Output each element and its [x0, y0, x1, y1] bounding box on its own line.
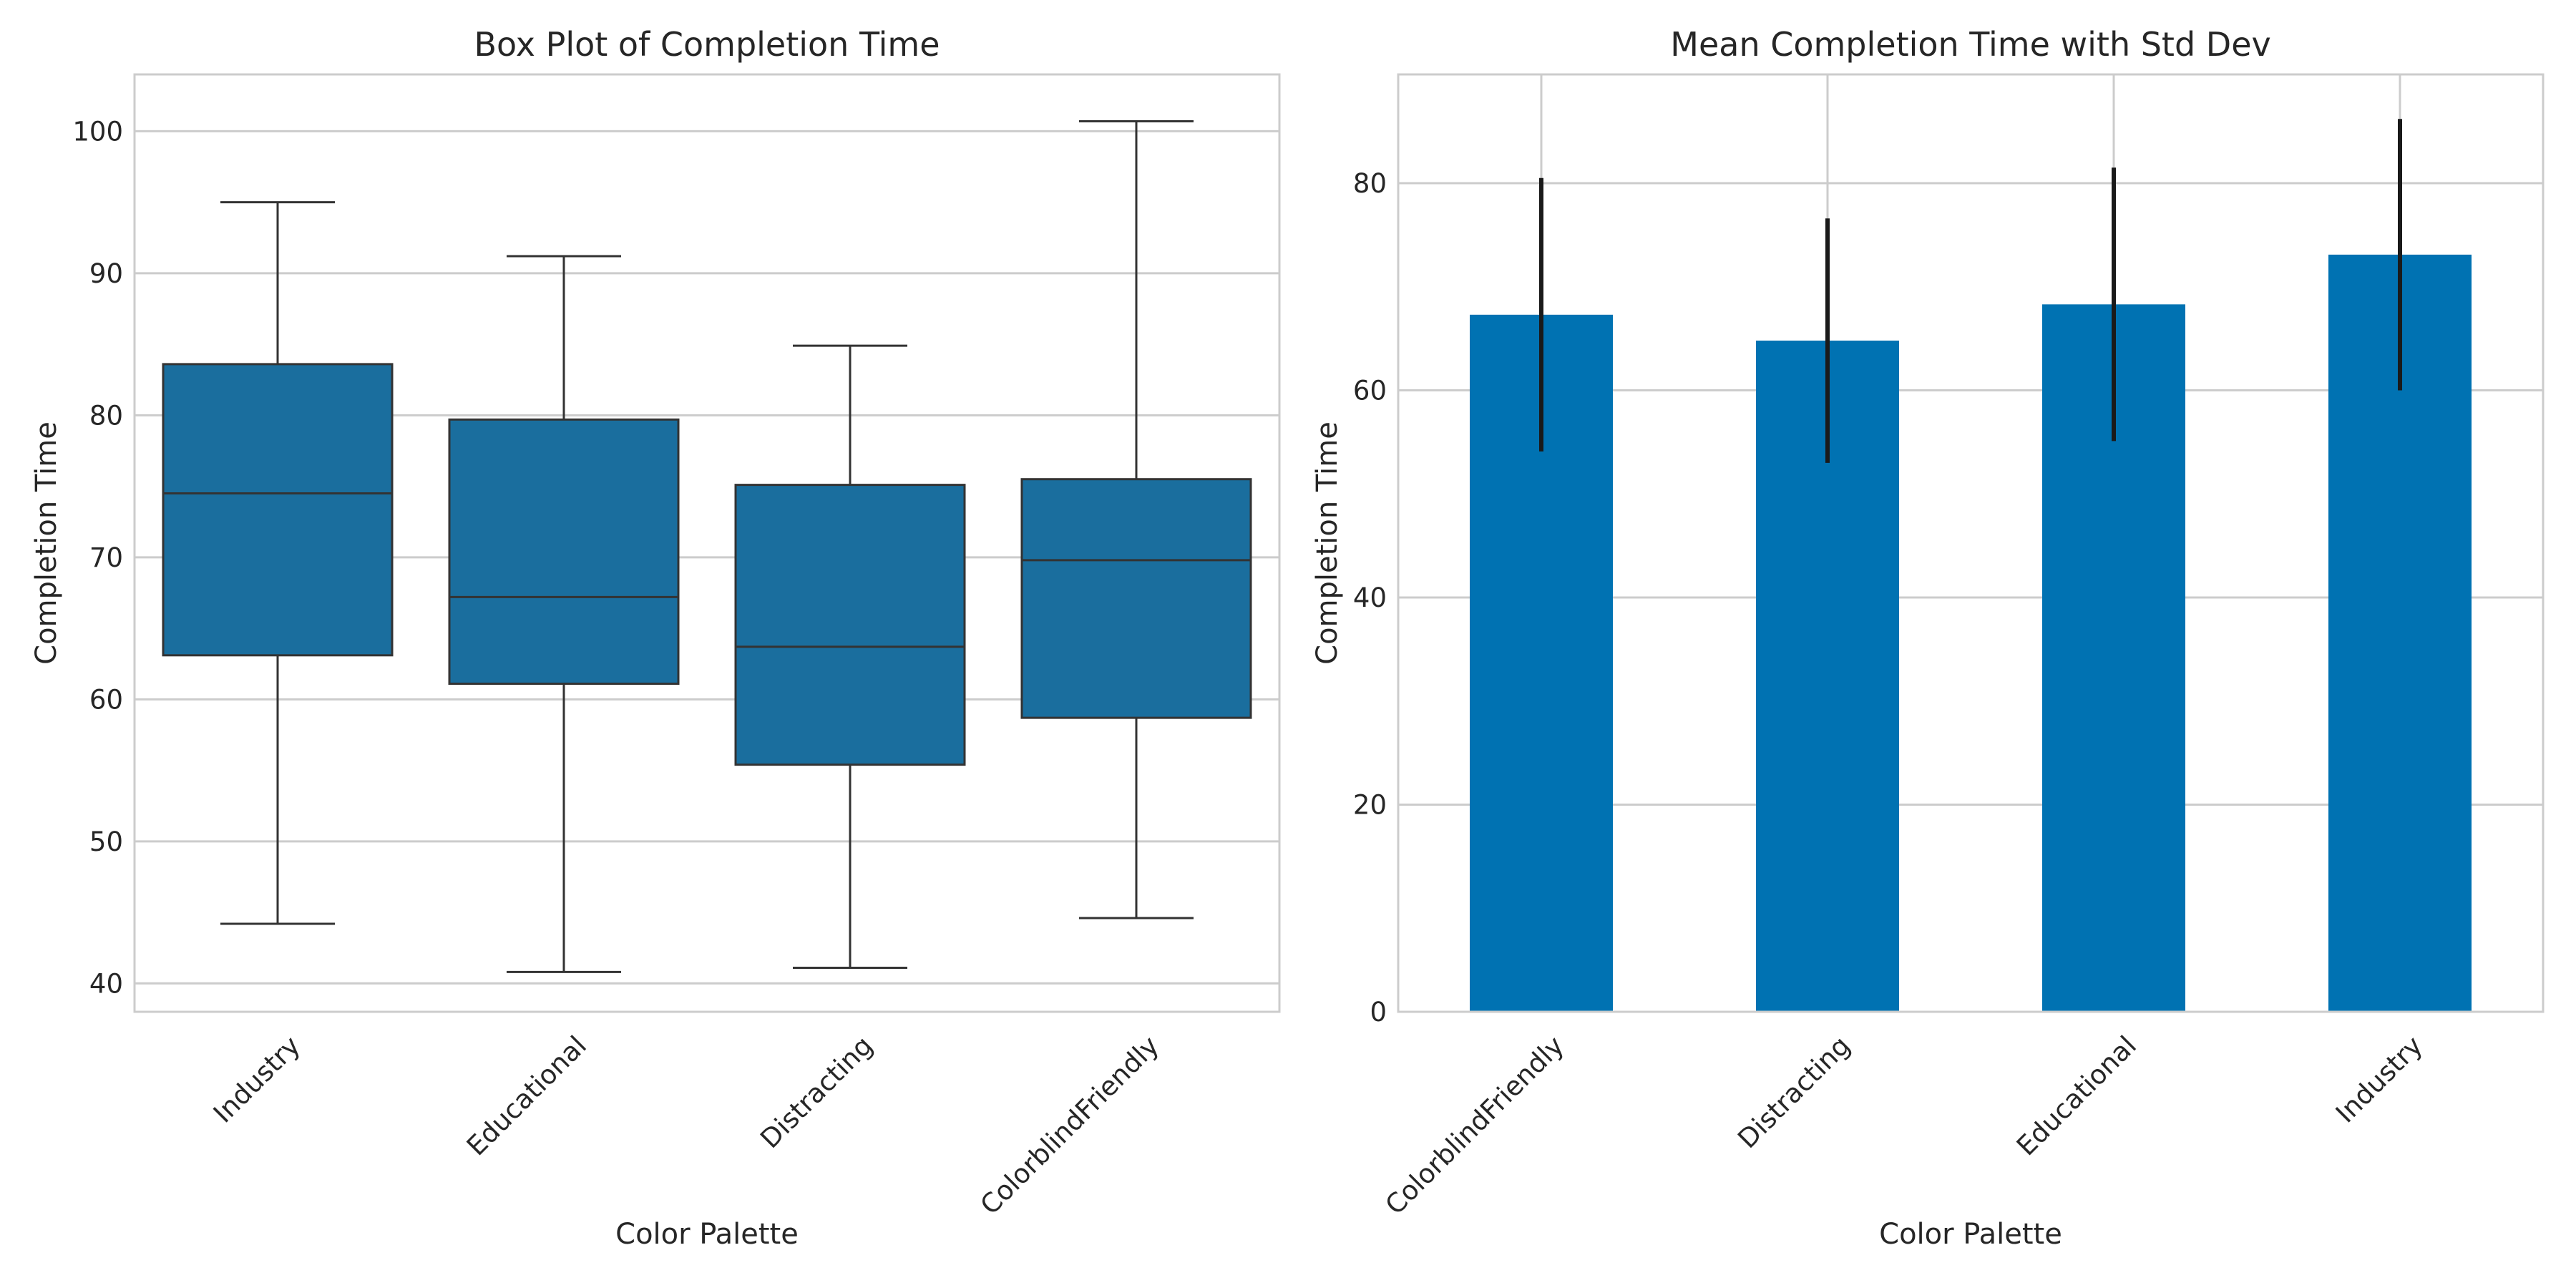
- box-industry: [162, 201, 394, 925]
- bar-chart-x-tick-colorblindfriendly: ColorblindFriendly: [1380, 1030, 1570, 1221]
- bar-chart-y-tick-label: 40: [1353, 582, 1387, 613]
- box-plot-chart: Box Plot of Completion Time 40 50 60 70 80 90…: [30, 25, 1281, 1251]
- bar-chart-bars: [1470, 119, 2472, 1013]
- bar-chart-x-ticks: ColorblindFriendly Distracting Educational…: [1380, 1030, 2429, 1221]
- bar-chart-y-tick-label: 20: [1353, 789, 1387, 820]
- box-plot-frame: [133, 73, 1281, 1013]
- bar-chart-y-ticks: 0 20 40 60 80: [1353, 168, 1387, 1028]
- bar-chart-x-label: Color Palette: [1879, 1218, 2062, 1251]
- bar-chart-frame: [1397, 73, 2545, 1013]
- box-plot-boxes: [162, 120, 1252, 973]
- box-plot-x-ticks: Industry Educational Distracting Colorblind…: [208, 1030, 1165, 1221]
- box-iqr-rect: [162, 363, 394, 657]
- bar-chart-y-tick-label: 60: [1353, 375, 1387, 406]
- box-iqr-rect: [734, 484, 966, 766]
- box-educational: [448, 255, 680, 973]
- box-plot-y-label: Completion Time: [30, 421, 63, 665]
- box-plot-y-tick-label: 40: [89, 968, 123, 999]
- box-plot-y-tick-label: 90: [89, 258, 123, 289]
- bar-chart-x-tick-educational: Educational: [2011, 1030, 2142, 1162]
- box-iqr-rect: [1020, 478, 1252, 719]
- box-plot-x-tick-colorblindfriendly: ColorblindFriendly: [975, 1030, 1165, 1221]
- box-plot-y-tick-label: 50: [89, 826, 123, 857]
- box-plot-x-tick-educational: Educational: [461, 1030, 592, 1162]
- box-plot-y-ticks: 40 50 60 70 80 90 100: [72, 116, 123, 999]
- box-plot-x-label: Color Palette: [615, 1218, 799, 1251]
- bar-chart-y-label: Completion Time: [1311, 421, 1344, 665]
- box-iqr-rect: [448, 418, 680, 685]
- box-plot-y-tick-label: 70: [89, 542, 123, 573]
- bar-chart-x-tick-industry: Industry: [2330, 1030, 2429, 1129]
- box-plot-x-tick-industry: Industry: [208, 1030, 306, 1129]
- box-plot-title: Box Plot of Completion Time: [474, 25, 940, 64]
- box-plot-y-tick-label: 100: [72, 116, 123, 147]
- box-plot-y-tick-label: 60: [89, 684, 123, 715]
- bar-chart-title: Mean Completion Time with Std Dev: [1670, 25, 2270, 64]
- box-distracting: [734, 344, 966, 969]
- box-plot-y-tick-label: 80: [89, 400, 123, 431]
- box-plot-x-tick-distracting: Distracting: [754, 1030, 879, 1155]
- bar-chart-y-tick-label: 0: [1370, 997, 1387, 1028]
- box-colorblindfriendly: [1020, 120, 1252, 919]
- mean-bar-chart: Mean Completion Time with Std Dev 0 20 40 6…: [1311, 25, 2545, 1251]
- bar-chart-y-tick-label: 80: [1353, 168, 1387, 199]
- bar-chart-x-tick-distracting: Distracting: [1732, 1030, 1856, 1155]
